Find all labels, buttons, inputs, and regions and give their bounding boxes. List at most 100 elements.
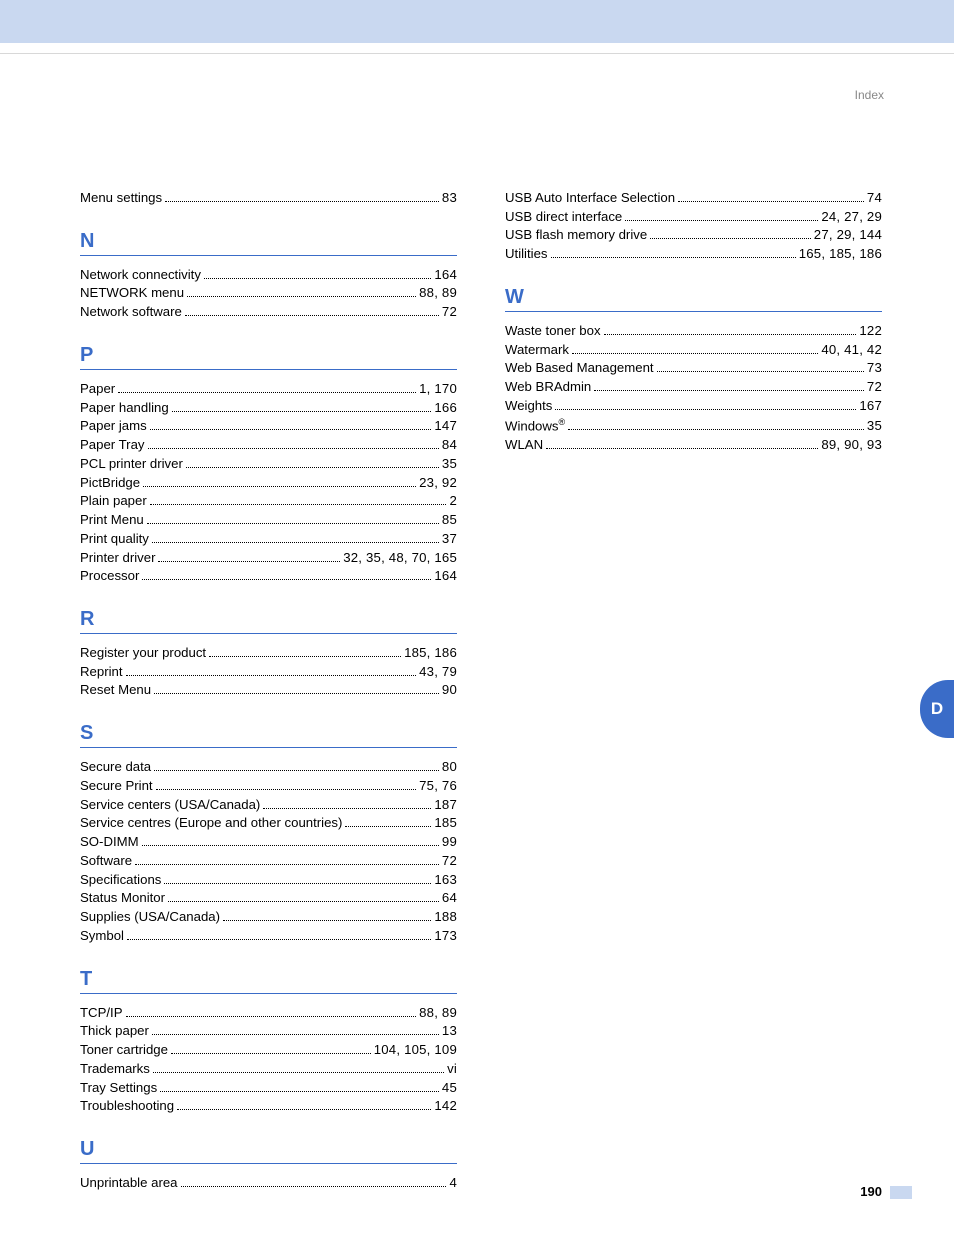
index-entry-pages[interactable]: 24, 27, 29 [821, 208, 882, 227]
index-entry-pages[interactable]: 99 [442, 833, 457, 852]
leader-dots [135, 864, 439, 865]
index-entry-pages[interactable]: 43, 79 [419, 663, 457, 682]
index-entry-pages[interactable]: 75, 76 [419, 777, 457, 796]
index-entry-label: Status Monitor [80, 889, 165, 908]
index-entry-pages[interactable]: 74 [867, 189, 882, 208]
index-entry-pages[interactable]: 32, 35, 48, 70, 165 [343, 549, 457, 568]
index-entry-label: SO-DIMM [80, 833, 139, 852]
index-entry-pages[interactable]: 37 [442, 530, 457, 549]
index-entry-label: Web BRAdmin [505, 378, 591, 397]
index-entry-pages[interactable]: 83 [442, 189, 457, 208]
index-entry-pages[interactable]: 185, 186 [404, 644, 457, 663]
index-entry: Paper Tray 84 [80, 436, 457, 455]
leader-dots [263, 808, 431, 809]
index-entry-pages[interactable]: 73 [867, 359, 882, 378]
index-entry: Register your product185, 186 [80, 644, 457, 663]
index-entry-pages[interactable]: 164 [434, 567, 457, 586]
index-entry-label: Symbol [80, 927, 124, 946]
index-entry-label: Tray Settings [80, 1079, 157, 1098]
index-entry-label: Paper jams [80, 417, 147, 436]
index-entry-label: Paper handling [80, 399, 169, 418]
index-entry: PictBridge23, 92 [80, 474, 457, 493]
leader-dots [604, 334, 857, 335]
index-entry-pages[interactable]: 104, 105, 109 [374, 1041, 457, 1060]
index-entry-pages[interactable]: 88, 89 [419, 1004, 457, 1023]
leader-dots [186, 467, 439, 468]
index-entry-pages[interactable]: 64 [442, 889, 457, 908]
leader-dots [204, 278, 431, 279]
index-entry: Reset Menu 90 [80, 681, 457, 700]
index-entry-label: WLAN [505, 436, 543, 455]
index-entry-label: Menu settings [80, 189, 162, 208]
index-entry-label: USB direct interface [505, 208, 622, 227]
leader-dots [650, 238, 811, 239]
index-entry-pages[interactable]: 72 [442, 303, 457, 322]
index-entry-pages[interactable]: 188 [434, 908, 457, 927]
index-entry-label: Software [80, 852, 132, 871]
index-entry: USB flash memory drive27, 29, 144 [505, 226, 882, 245]
index-entry-pages[interactable]: 89, 90, 93 [821, 436, 882, 455]
index-entry-pages[interactable]: 2 [449, 492, 457, 511]
index-entry-pages[interactable]: 45 [442, 1079, 457, 1098]
index-entry: Toner cartridge104, 105, 109 [80, 1041, 457, 1060]
index-entry-pages[interactable]: 1, 170 [419, 380, 457, 399]
leader-dots [142, 845, 439, 846]
index-entry: Web Based Management73 [505, 359, 882, 378]
leader-dots [142, 579, 431, 580]
index-entry-pages[interactable]: 88, 89 [419, 284, 457, 303]
index-entry-pages[interactable]: 4 [449, 1174, 457, 1193]
section-rule [80, 369, 457, 370]
index-entry-pages[interactable]: 13 [442, 1022, 457, 1041]
leader-dots [177, 1109, 431, 1110]
index-entry-pages[interactable]: 167 [859, 397, 882, 416]
index-entry-pages[interactable]: 90 [442, 681, 457, 700]
index-entry: Print Menu85 [80, 511, 457, 530]
index-entry: Supplies (USA/Canada)188 [80, 908, 457, 927]
index-entry-pages[interactable]: 72 [867, 378, 882, 397]
index-entry-pages[interactable]: 27, 29, 144 [814, 226, 882, 245]
leader-dots [568, 429, 864, 430]
index-entry-pages[interactable]: 72 [442, 852, 457, 871]
index-entry-pages[interactable]: 173 [434, 927, 457, 946]
index-entry-pages[interactable]: 80 [442, 758, 457, 777]
top-band [0, 0, 954, 43]
index-entry: Service centers (USA/Canada)187 [80, 796, 457, 815]
leader-dots [594, 390, 864, 391]
index-entry-pages[interactable]: 164 [434, 266, 457, 285]
index-entry-pages[interactable]: 147 [434, 417, 457, 436]
index-entry-pages[interactable]: 35 [867, 417, 882, 436]
leader-dots [181, 1186, 447, 1187]
index-entry-pages[interactable]: 85 [442, 511, 457, 530]
index-entry-label: Windows® [505, 416, 565, 436]
section-letter: U [80, 1138, 457, 1161]
index-entry-pages[interactable]: 122 [859, 322, 882, 341]
leader-dots [158, 561, 340, 562]
index-entry-pages[interactable]: 142 [434, 1097, 457, 1116]
index-entry-pages[interactable]: 165, 185, 186 [799, 245, 882, 264]
index-entry-pages[interactable]: 40, 41, 42 [821, 341, 882, 360]
index-entry-label: Paper Tray [80, 436, 145, 455]
index-entry-label: USB Auto Interface Selection [505, 189, 675, 208]
index-entry: SO-DIMM 99 [80, 833, 457, 852]
index-entry-pages[interactable]: 163 [434, 871, 457, 890]
index-entry: Status Monitor 64 [80, 889, 457, 908]
leader-dots [160, 1091, 439, 1092]
index-entry: PCL printer driver 35 [80, 455, 457, 474]
index-entry: WLAN 89, 90, 93 [505, 436, 882, 455]
leader-dots [154, 693, 439, 694]
section-letter: P [80, 344, 457, 367]
index-entry-pages[interactable]: 187 [434, 796, 457, 815]
index-entry-pages[interactable]: 35 [442, 455, 457, 474]
leader-dots [143, 486, 416, 487]
index-entry-pages[interactable]: 84 [442, 436, 457, 455]
index-entry-label: Reset Menu [80, 681, 151, 700]
index-entry-pages[interactable]: 166 [434, 399, 457, 418]
index-entry-pages[interactable]: 185 [434, 814, 457, 833]
index-entry-label: PCL printer driver [80, 455, 183, 474]
index-entry-pages[interactable]: vi [447, 1060, 457, 1079]
leader-dots [678, 201, 864, 202]
leader-dots [153, 1072, 444, 1073]
index-entry-pages[interactable]: 23, 92 [419, 474, 457, 493]
index-entry-label: Utilities [505, 245, 548, 264]
leader-dots [150, 429, 432, 430]
